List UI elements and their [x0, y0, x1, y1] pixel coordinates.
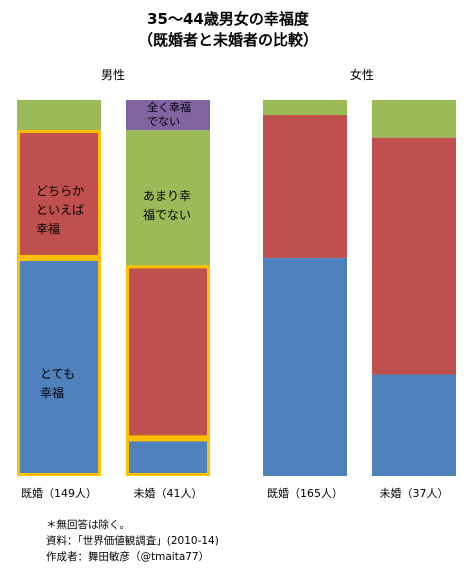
note-author: 作成者：舞田敏彦（@tmaita77） [46, 551, 210, 563]
notes: ＊無回答は除く。 資料：「世界価値観調査」(2010-14) 作成者：舞田敏彦（… [46, 517, 219, 565]
category-labels: 既婚（149人） 未婚（41人） 既婚（165人） 未婚（37人） [21, 486, 449, 500]
category-label-female-single: 未婚（37人） [380, 486, 449, 500]
bar-female-married-very-happy [263, 257, 347, 476]
chart-title-line1: 35〜44歳男女の幸福度 [147, 10, 310, 28]
bar-male-married-somewhat-happy [17, 130, 101, 258]
category-label-female-married: 既婚（165人） [267, 486, 343, 500]
bar-female-married-somewhat-happy [263, 115, 347, 258]
group-label-male: 男性 [101, 68, 125, 82]
bar-male-single-somewhat-happy [126, 265, 210, 439]
bar-male-single-not-at-all-happy [126, 100, 210, 131]
bars [17, 100, 456, 476]
highlight-male-single-very-happy [126, 438, 210, 476]
category-label-male-married: 既婚（149人） [21, 486, 97, 500]
label-male-single-not-at-all-happy-line-1: 全く幸福 [147, 100, 191, 114]
label-male-married-very-happy-line-1: とても [40, 367, 75, 381]
chart-title-line2: （既婚者と未婚者の比較） [138, 31, 318, 49]
note-source: 資料：「世界価値観調査」(2010-14) [46, 535, 219, 547]
label-male-single-not-very-happy-line-1: あまり幸 [143, 189, 191, 203]
bar-male-single-not-very-happy [126, 130, 210, 266]
label-male-single-not-very-happy-line-2: 福でない [143, 207, 191, 222]
group-label-female: 女性 [350, 67, 374, 82]
bar-female-single-not-very-happy [372, 100, 456, 138]
bar-male-married-not-very-happy [17, 100, 101, 131]
label-male-married-somewhat-happy-line-1: どちらか [36, 184, 84, 198]
highlight-male-married-somewhat-happy [17, 130, 101, 258]
bar-female-married-not-very-happy [263, 100, 347, 116]
highlight-male-married-very-happy [17, 257, 101, 477]
label-male-married-very-happy-line-2: 幸福 [40, 385, 64, 400]
highlight-male-single-somewhat-happy [126, 265, 210, 439]
label-male-married-somewhat-happy-line-3: 幸福 [36, 221, 60, 236]
bar-female-single-somewhat-happy [372, 137, 456, 375]
highlight-frames [17, 130, 210, 477]
bar-male-single-very-happy [126, 438, 210, 476]
bar-male-married-very-happy [17, 257, 101, 476]
label-male-single-not-at-all-happy-line-2: でない [147, 115, 180, 128]
note-exclusion: ＊無回答は除く。 [46, 519, 130, 531]
category-label-male-single: 未婚（41人） [134, 486, 203, 500]
bar-female-single-very-happy [372, 374, 456, 476]
label-male-married-somewhat-happy-line-2: といえば [36, 203, 84, 217]
